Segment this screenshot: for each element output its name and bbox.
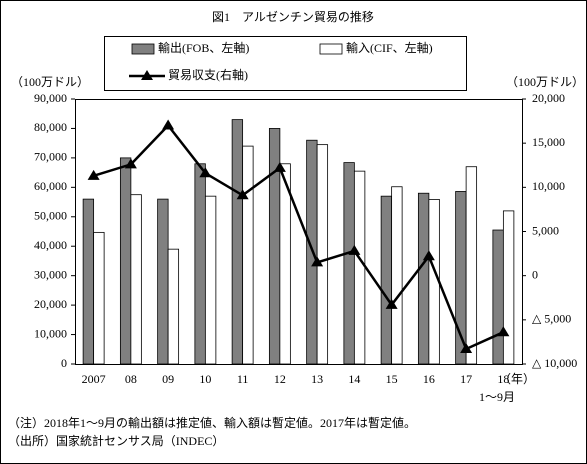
note: （注）2018年1～9月の輸出額は推定値、輸入額は暫定値。2017年は暫定値。 — [8, 415, 416, 430]
bar — [242, 145, 254, 365]
x-tick-label: 12 — [274, 372, 286, 386]
marker — [162, 119, 175, 130]
x-tick-label: 13 — [311, 372, 323, 386]
x-unit: （年） — [499, 372, 535, 386]
bar — [353, 170, 366, 365]
x-tick-label: 11 — [237, 372, 249, 386]
x-tick-label: 08 — [125, 372, 137, 386]
legend-swatch — [131, 43, 155, 55]
y2-tick-label: △ 10,000 — [532, 356, 577, 370]
bar — [82, 198, 95, 365]
bar — [231, 119, 244, 365]
legend-box — [104, 36, 467, 91]
bar — [492, 229, 504, 365]
bar — [343, 162, 355, 365]
legend-swatch — [319, 43, 343, 55]
marker — [124, 158, 137, 169]
marker — [460, 342, 473, 353]
marker — [348, 244, 361, 255]
chart-title: 図1 アルゼンチン貿易の推移 — [212, 10, 374, 24]
marker — [87, 169, 100, 180]
x-tick-label: 16 — [423, 372, 435, 386]
bar — [119, 157, 132, 365]
y2-tick-label: 5,000 — [532, 223, 559, 237]
y-tick-label: 70,000 — [34, 150, 67, 164]
legend-label: 輸入(CIF、左軸) — [346, 40, 433, 55]
y2-tick-label: △ 5,000 — [532, 312, 571, 326]
line — [93, 123, 504, 351]
x-tick-label: 14 — [348, 372, 360, 386]
legend-label: 貿易収支(右軸) — [168, 67, 248, 82]
y-tick-label: 0 — [61, 356, 67, 370]
y-tick-label: 40,000 — [34, 238, 67, 252]
bar — [204, 195, 217, 365]
bar — [391, 186, 403, 365]
y2-axis-label: （100万ドル） — [506, 75, 584, 89]
bar — [316, 144, 329, 365]
bar — [130, 194, 142, 365]
y2-tick-label: 10,000 — [532, 179, 565, 193]
bar — [268, 128, 281, 365]
y-tick-label: 50,000 — [34, 209, 67, 223]
bar — [93, 231, 105, 365]
note: （出所）国家統計センサス局（INDEC） — [8, 433, 224, 448]
x-tick-label: 09 — [162, 372, 174, 386]
y-tick-label: 20,000 — [34, 297, 67, 311]
bar — [194, 163, 206, 365]
legend-marker — [141, 70, 153, 80]
bar — [167, 248, 180, 365]
x-tick-label: 18 — [497, 372, 509, 386]
y-tick-label: 80,000 — [34, 120, 67, 134]
x-tick-label: 10 — [199, 372, 211, 386]
y-tick-label: 60,000 — [34, 179, 67, 193]
bar — [502, 210, 515, 365]
x-tick-label: 2007 — [82, 372, 106, 386]
x-sublabel: 1～9月 — [479, 390, 515, 404]
bar — [465, 166, 478, 365]
marker — [385, 298, 398, 309]
bar — [157, 198, 169, 365]
x-tick-label: 15 — [386, 372, 398, 386]
bar — [380, 195, 393, 365]
marker — [422, 250, 435, 261]
bar — [417, 192, 430, 365]
bar — [279, 163, 291, 365]
y2-tick-label: 15,000 — [532, 135, 565, 149]
y-tick-label: 10,000 — [34, 326, 67, 340]
legend-label: 輸出(FOB、左軸) — [158, 40, 249, 55]
marker — [273, 161, 286, 172]
y2-tick-label: 0 — [532, 267, 538, 281]
marker — [311, 256, 324, 267]
marker — [236, 189, 249, 200]
y-tick-label: 90,000 — [34, 91, 67, 105]
y2-tick-label: 20,000 — [532, 91, 565, 105]
y-axis-label: （100万ドル） — [11, 75, 89, 89]
y-tick-label: 30,000 — [34, 267, 67, 281]
marker — [199, 167, 212, 178]
x-tick-label: 17 — [460, 372, 472, 386]
marker — [497, 326, 510, 337]
